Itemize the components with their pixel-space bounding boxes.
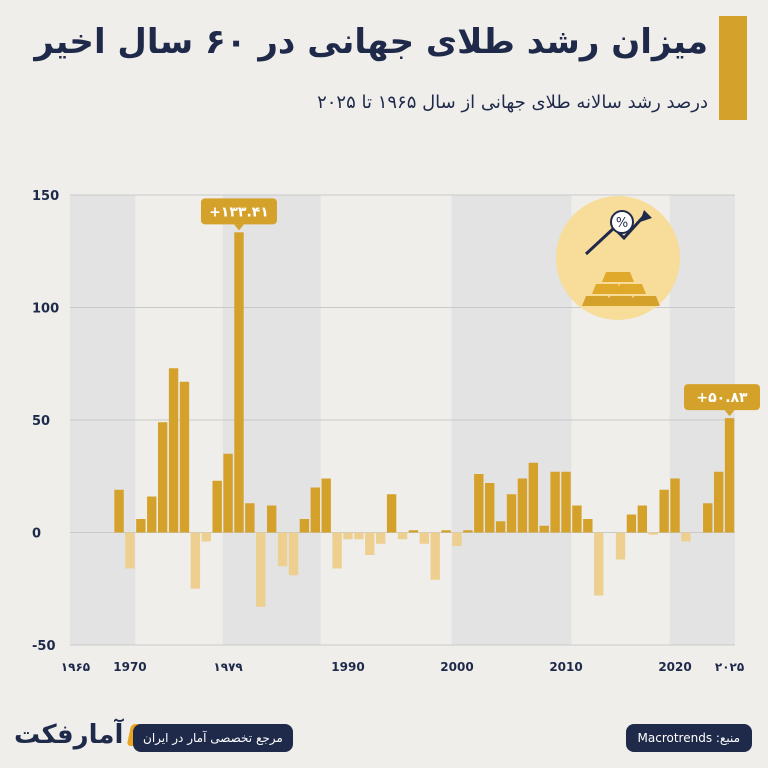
bar xyxy=(572,505,582,533)
bar xyxy=(474,474,484,533)
annotation-label: +۱۳۳.۴۱ xyxy=(209,204,269,220)
bar xyxy=(125,532,135,569)
bar xyxy=(212,480,222,533)
y-tick-label: 100 xyxy=(32,302,59,317)
bar xyxy=(561,471,571,533)
page-title: میزان رشد طلای جهانی در ۶۰ سال اخیر xyxy=(34,22,708,62)
bar xyxy=(386,494,397,533)
source-label: منبع: Macrotrends xyxy=(625,724,752,752)
bar xyxy=(168,368,179,533)
bar xyxy=(114,489,124,533)
y-tick-label: 0 xyxy=(32,527,41,542)
bar xyxy=(539,525,549,533)
page-subtitle: درصد رشد سالانه طلای جهانی از سال ۱۹۶۵ ت… xyxy=(317,92,708,113)
x-tick-label: ۲۰۲۵ xyxy=(715,660,744,674)
bar xyxy=(463,530,473,533)
bar xyxy=(299,519,310,533)
x-tick-label: ۱۹۷۹ xyxy=(213,660,243,674)
annotation-label: +۵۰.۸۳ xyxy=(696,390,748,406)
bar xyxy=(136,519,146,533)
annotation-pointer xyxy=(233,224,244,231)
bar xyxy=(201,532,211,542)
y-tick-label: 50 xyxy=(32,414,50,429)
bar xyxy=(234,232,244,533)
x-tick-label: 1970 xyxy=(113,660,146,674)
bar xyxy=(179,381,190,533)
bar xyxy=(419,532,429,544)
growth-bar-chart: 150 100 50 0 -50 ۱۹۶۵ 1970 ۱۹۷۹ 1990 2000 2010 2020… xyxy=(32,189,760,674)
bar xyxy=(397,532,408,540)
bar xyxy=(495,521,506,533)
bar xyxy=(441,530,451,533)
bar xyxy=(648,532,658,535)
bar xyxy=(430,532,440,580)
bar xyxy=(147,496,157,533)
bar xyxy=(408,530,419,533)
bar xyxy=(528,462,539,533)
bar xyxy=(681,532,691,542)
bar xyxy=(365,532,375,555)
bar xyxy=(724,418,735,533)
x-tick-label: 2020 xyxy=(658,660,691,674)
bar xyxy=(376,532,386,544)
bar xyxy=(277,532,288,567)
x-tick-label: 2010 xyxy=(549,660,582,674)
bar xyxy=(659,489,669,533)
bar xyxy=(223,453,233,533)
brand-logo: آمارفکت xyxy=(14,720,154,750)
bar xyxy=(550,471,560,533)
bar xyxy=(354,532,364,540)
gold-bars-icon: % xyxy=(556,196,680,320)
bar xyxy=(637,505,648,533)
accent-bar xyxy=(719,16,747,120)
bar xyxy=(506,494,517,533)
brand-name: آمارفکت xyxy=(14,720,124,750)
y-tick-label: 150 xyxy=(32,189,59,204)
bar xyxy=(626,514,637,533)
bar xyxy=(583,519,593,533)
bar xyxy=(703,503,713,533)
bar xyxy=(615,532,626,560)
bar xyxy=(670,478,680,533)
bar xyxy=(321,478,331,533)
bar xyxy=(485,483,495,533)
bar xyxy=(713,471,724,533)
bar xyxy=(594,532,604,596)
bar xyxy=(266,505,277,533)
bar xyxy=(288,532,299,576)
x-tick-label: 2000 xyxy=(440,660,473,674)
bar xyxy=(343,532,353,540)
bar xyxy=(332,532,342,569)
annotation-box xyxy=(200,198,277,225)
y-tick-label: -50 xyxy=(32,639,56,654)
x-tick-label: ۱۹۶۵ xyxy=(61,660,90,674)
bar xyxy=(245,503,255,533)
bar xyxy=(310,487,320,533)
brand-tagline: مرجع تخصصی آمار در ایران xyxy=(133,724,293,752)
annotation-box xyxy=(684,384,760,411)
bar xyxy=(190,532,201,589)
bar xyxy=(452,532,462,546)
x-tick-label: 1990 xyxy=(331,660,364,674)
bar xyxy=(157,422,168,533)
annotation-pointer xyxy=(724,410,735,417)
svg-text:%: % xyxy=(616,216,628,231)
bar xyxy=(517,478,528,533)
bar xyxy=(256,532,266,607)
